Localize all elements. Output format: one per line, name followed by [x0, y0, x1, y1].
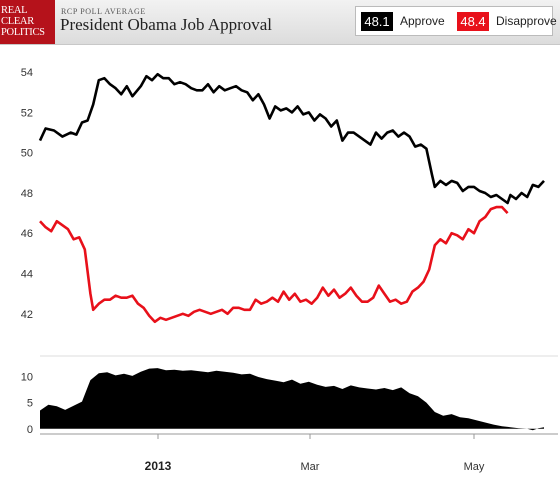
y-tick-label-42: 42: [21, 309, 33, 321]
chart-kicker: RCP POLL AVERAGE: [61, 7, 146, 16]
chart-area: 42 44 46 48 50 52 54 0 5 10 2013 Mar May: [21, 67, 558, 473]
rcp-logo: REAL CLEAR POLITICS: [0, 0, 55, 44]
spread-y-tick-label-0: 0: [27, 424, 33, 436]
series-line-disapprove: [39, 205, 509, 324]
logo-line-1: REAL: [1, 5, 28, 16]
legend-approve-value: 48.1: [361, 12, 393, 31]
legend-approve-label: Approve: [400, 14, 445, 28]
logo-line-3: POLITICS: [1, 27, 45, 38]
y-tick-label-46: 46: [21, 228, 33, 240]
legend: 48.1 Approve 48.4 Disapprove: [355, 6, 557, 36]
x-tick-label-may: May: [464, 461, 485, 473]
chart-title: President Obama Job Approval: [60, 15, 272, 34]
spread-y-tick-label-10: 10: [21, 371, 33, 383]
y-tick-label-50: 50: [21, 148, 33, 160]
legend-disapprove-value: 48.4: [457, 12, 489, 31]
y-tick-label-54: 54: [21, 67, 33, 79]
logo-line-2: CLEAR: [1, 16, 34, 27]
spread-y-tick-label-5: 5: [27, 398, 33, 410]
y-tick-label-52: 52: [21, 107, 33, 119]
x-tick-label-mar: Mar: [301, 461, 320, 473]
y-tick-label-44: 44: [21, 269, 33, 281]
series-line-approve: [38, 72, 545, 205]
chart-header: REAL CLEAR POLITICS RCP POLL AVERAGE Pre…: [0, 0, 560, 45]
y-tick-label-48: 48: [21, 188, 33, 200]
spread-area: [40, 368, 544, 431]
x-tick-label-2013: 2013: [145, 459, 172, 473]
legend-disapprove-label: Disapprove: [496, 14, 557, 28]
